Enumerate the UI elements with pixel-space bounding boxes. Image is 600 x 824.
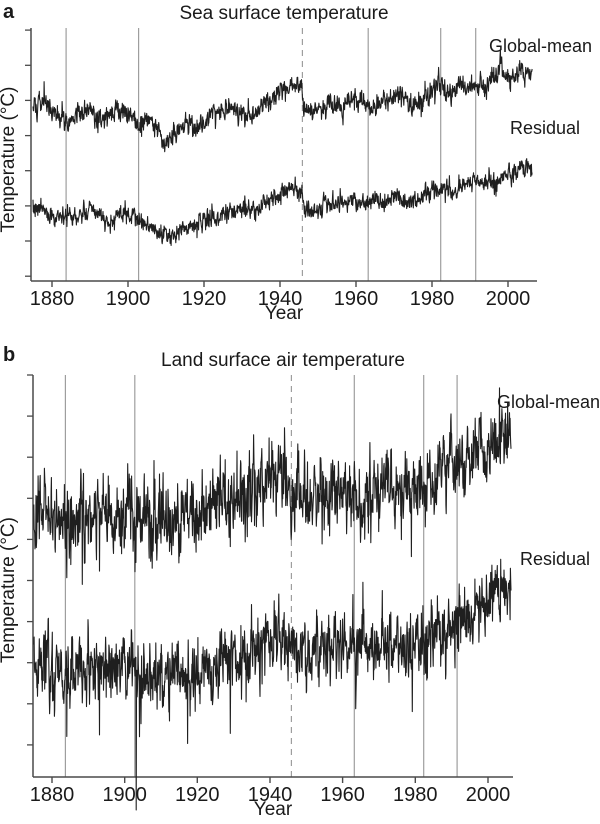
- panel-a-global-mean-label: Global-mean: [488, 36, 592, 56]
- x-tick-label-a: 2000: [486, 288, 531, 310]
- y-axis-title-b: Temperature (°C): [0, 517, 19, 663]
- x-tick-label-a: 1920: [182, 288, 227, 310]
- x-tick-label-a: 1960: [334, 288, 379, 310]
- panel-a-title: Sea surface temperature: [179, 3, 389, 24]
- x-tick-label-b: 1920: [175, 784, 220, 806]
- x-tick-label-b: 1940: [248, 784, 293, 806]
- y-axis-title-a: Temperature (°C): [0, 87, 19, 233]
- x-tick-label-b: 2000: [466, 784, 511, 806]
- residual-trace-a: [32, 158, 533, 247]
- x-tick-label-a: 1980: [410, 288, 455, 310]
- x-tick-label-a: 1940: [258, 288, 303, 310]
- x-tick-label-b: 1960: [320, 784, 365, 806]
- x-tick-label-b: 1980: [393, 784, 438, 806]
- panel-a-x-axis-title: Year: [264, 303, 304, 324]
- x-tick-label-b: 1880: [30, 784, 75, 806]
- panel-b-residual-label: Residual: [519, 549, 590, 569]
- global-mean-trace-a: [32, 49, 533, 153]
- panel-a-residual-label: Residual: [509, 118, 580, 138]
- panel-b-title: Land surface air temperature: [161, 350, 405, 371]
- residual-trace-b: [33, 558, 512, 811]
- panel-a-letter: a: [3, 1, 15, 23]
- panel-b-global-mean-label: Global-mean: [496, 392, 600, 412]
- panel-b-x-axis-title: Year: [253, 799, 293, 820]
- x-tick-label-a: 1880: [30, 288, 75, 310]
- global-mean-trace-b: [33, 387, 512, 585]
- x-tick-label-a: 1900: [106, 288, 151, 310]
- panel-b-letter: b: [3, 344, 16, 366]
